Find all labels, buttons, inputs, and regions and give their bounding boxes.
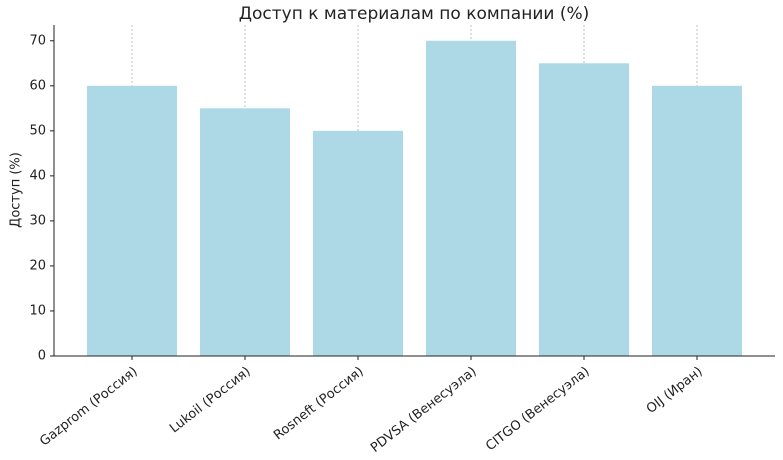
y-tick-label: 40 — [29, 168, 46, 183]
bar — [652, 85, 742, 356]
x-tick-label: PDVSA (Венесуэла) — [368, 364, 480, 456]
bar — [313, 130, 403, 356]
x-tick-label: Gazprom (Россия) — [37, 364, 140, 449]
y-tick-label: 20 — [29, 258, 46, 273]
y-tick-label: 0 — [38, 349, 46, 364]
y-tick-label: 60 — [29, 78, 46, 93]
y-tick-label: 10 — [29, 303, 46, 318]
x-tick-label: Lukoil (Россия) — [167, 364, 254, 436]
y-tick-label: 70 — [29, 33, 46, 48]
x-tick-label: CITGO (Венесуэла) — [483, 364, 592, 454]
bar — [87, 85, 177, 356]
bar — [200, 108, 290, 356]
y-tick-label: 30 — [29, 213, 46, 228]
bar — [539, 63, 629, 357]
chart-title: Доступ к материалам по компании (%) — [239, 4, 590, 24]
x-tick-label: Rosneft (Россия) — [271, 364, 367, 443]
bar — [426, 40, 516, 357]
x-tick-label: OIJ (Иран) — [644, 364, 706, 417]
y-tick-label: 50 — [29, 123, 46, 138]
y-axis-label: Доступ (%) — [9, 152, 24, 228]
